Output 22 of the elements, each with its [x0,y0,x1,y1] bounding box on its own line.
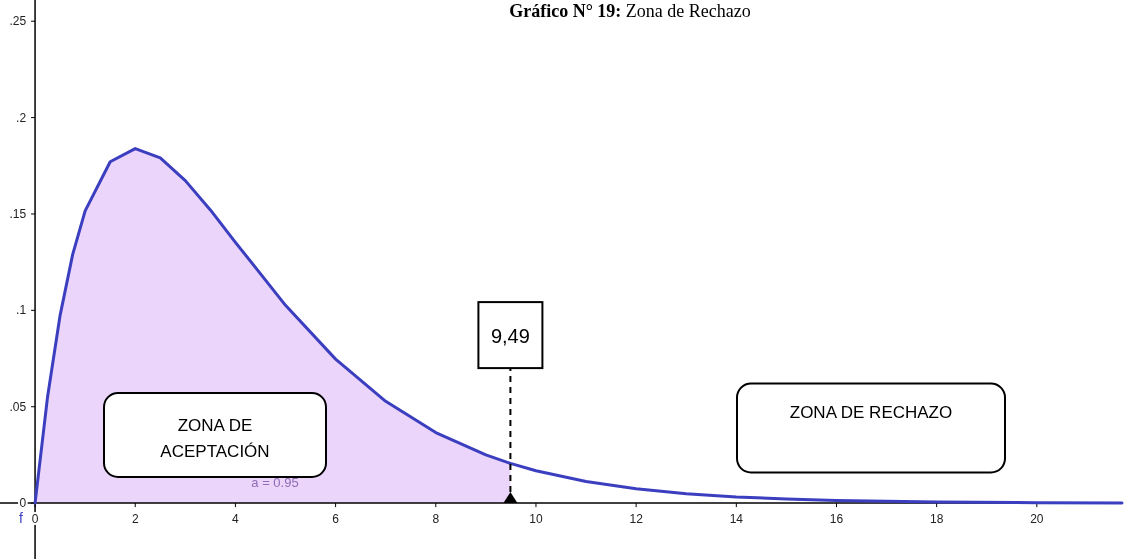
annotation: ZONA DE ACEPTACIÓN [160,416,270,461]
ref-line-label: 9,49 [490,325,530,348]
series-label: f [19,510,24,527]
chart-title: Gráfico N° 19: Zona de Rechazo [509,1,751,21]
annotation: a = 0.95 [251,475,299,490]
x-tick-label: 2 [131,512,139,527]
y-tick-label: .25 [9,14,27,29]
x-tick-label: 6 [332,512,340,527]
y-tick-label: .2 [16,110,27,125]
x-tick-label: 16 [829,512,844,527]
y-tick-label: .15 [9,206,27,221]
x-tick-label: 14 [729,512,744,527]
line-series [33,147,1124,505]
y-tick-label: .05 [9,399,27,414]
x-tick-label: 12 [629,512,644,527]
x-tick-label: 10 [529,512,543,527]
x-tick-label: 18 [929,512,944,527]
y-tick-label: .1 [16,303,27,318]
annotation: ZONA DE RECHAZO [789,403,953,422]
x-tick-label: 8 [432,512,440,527]
x-tick-label: 20 [1030,512,1044,527]
x-tick-label: 4 [232,512,240,527]
